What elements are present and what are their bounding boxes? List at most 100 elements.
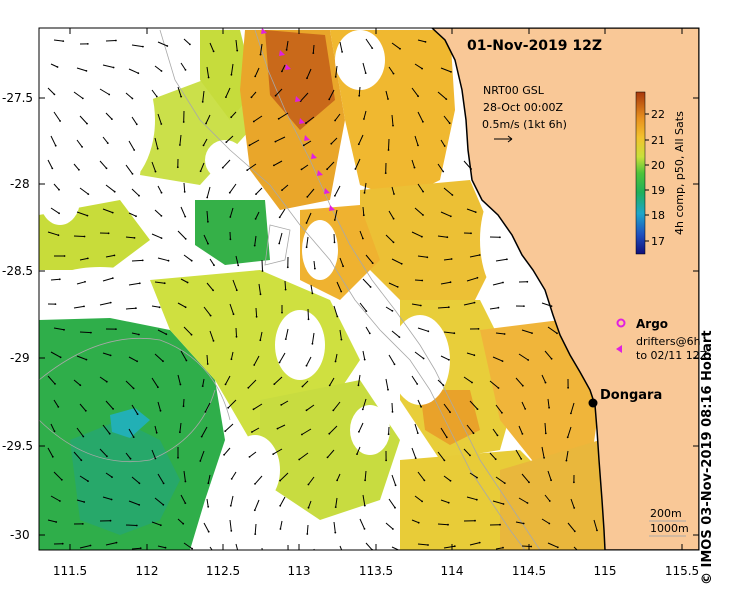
- current-vector: [251, 91, 257, 98]
- current-vector-head: [548, 500, 551, 502]
- current-vector-head: [160, 237, 163, 240]
- current-vector-head: [442, 384, 445, 387]
- current-vector: [261, 259, 263, 272]
- current-vector-head: [446, 236, 449, 239]
- current-vector-head: [278, 242, 281, 245]
- current-vector: [249, 451, 257, 458]
- current-vector: [411, 375, 418, 385]
- current-vector-head: [365, 310, 368, 312]
- current-vector-head: [573, 507, 576, 509]
- current-vector-head: [108, 93, 111, 96]
- current-vector: [180, 278, 188, 283]
- current-vector-head: [213, 264, 215, 267]
- current-vector: [495, 476, 506, 484]
- current-vector: [102, 64, 114, 68]
- current-vector-head: [207, 242, 209, 245]
- current-vector-head: [427, 544, 429, 546]
- current-vector-head: [311, 292, 314, 295]
- current-vector: [254, 499, 260, 511]
- current-vector: [362, 494, 366, 506]
- current-vector-head: [57, 234, 60, 237]
- current-vector: [281, 64, 286, 72]
- current-vector: [463, 448, 471, 456]
- current-vector: [466, 424, 474, 434]
- current-vector: [157, 113, 162, 125]
- current-vector-head: [279, 528, 282, 530]
- current-vector: [443, 331, 455, 334]
- current-vector-head: [115, 39, 117, 42]
- current-vector: [275, 136, 286, 143]
- current-vector: [440, 427, 448, 438]
- current-vector: [260, 43, 263, 55]
- current-vector: [154, 281, 165, 284]
- current-vector-head: [138, 282, 141, 285]
- current-vector: [339, 41, 343, 53]
- current-vector: [437, 523, 449, 526]
- current-vector-head: [356, 453, 358, 455]
- current-vector: [180, 494, 186, 504]
- current-vector: [327, 449, 335, 458]
- current-vector-head: [184, 238, 187, 240]
- current-vector: [131, 188, 140, 197]
- current-vector-head: [280, 404, 283, 406]
- current-vector: [253, 115, 263, 122]
- current-vector: [541, 302, 552, 307]
- current-vector-head: [86, 43, 89, 45]
- current-vector-head: [223, 453, 226, 456]
- current-vector-head: [343, 555, 345, 557]
- current-vector: [102, 277, 113, 282]
- legend-drifters-line1: drifters@6h: [636, 335, 701, 348]
- current-vector: [53, 111, 61, 122]
- current-vector-head: [189, 43, 191, 46]
- current-vector-head: [106, 455, 108, 458]
- current-vector: [183, 326, 192, 336]
- current-vector-head: [443, 145, 446, 147]
- current-vector: [298, 452, 309, 460]
- current-vector-head: [202, 144, 205, 147]
- current-vector-head: [248, 456, 251, 458]
- current-vector: [469, 254, 480, 258]
- current-vector: [258, 283, 261, 295]
- current-vector-head: [164, 546, 167, 549]
- current-vector-head: [544, 381, 547, 384]
- current-vector-head: [333, 219, 336, 221]
- current-vector: [332, 401, 341, 411]
- current-vector: [335, 65, 338, 77]
- current-vector-head: [421, 500, 423, 503]
- current-vector: [235, 327, 237, 337]
- current-vector-head: [184, 502, 187, 504]
- current-vector: [307, 308, 309, 320]
- current-vector: [273, 160, 283, 166]
- current-vector: [47, 231, 59, 236]
- x-tick-label: 115.5: [665, 564, 699, 578]
- current-vector: [183, 398, 185, 407]
- current-vector: [489, 452, 497, 460]
- current-vector: [206, 354, 209, 365]
- current-vector-head: [417, 144, 419, 147]
- current-vector: [334, 113, 341, 121]
- current-vector-head: [449, 411, 451, 414]
- x-tick-label: 114.5: [512, 564, 546, 578]
- current-vector-head: [398, 336, 401, 338]
- depth-legend: 200m 1000m: [649, 507, 689, 537]
- current-vector: [230, 495, 234, 506]
- current-vector: [279, 208, 286, 218]
- current-vector: [437, 306, 449, 309]
- current-vector-head: [115, 328, 117, 330]
- current-vector: [151, 521, 161, 526]
- current-vector: [79, 115, 88, 124]
- x-tick-label: 113.5: [359, 564, 393, 578]
- current-vector: [151, 89, 158, 97]
- current-vector-head: [212, 50, 215, 53]
- y-tick-label: -30: [10, 528, 30, 542]
- current-vector: [131, 332, 140, 335]
- current-vector: [385, 306, 393, 312]
- current-vector: [388, 282, 398, 288]
- current-vector: [306, 524, 309, 535]
- drifter-marker-icon: [616, 345, 622, 353]
- current-vector-head: [159, 524, 162, 527]
- current-vector: [362, 398, 367, 410]
- current-vector-head: [422, 190, 424, 193]
- current-vector: [180, 350, 187, 361]
- credit-text: © IMOS 03-Nov-2019 08:16 Hobart: [700, 330, 715, 585]
